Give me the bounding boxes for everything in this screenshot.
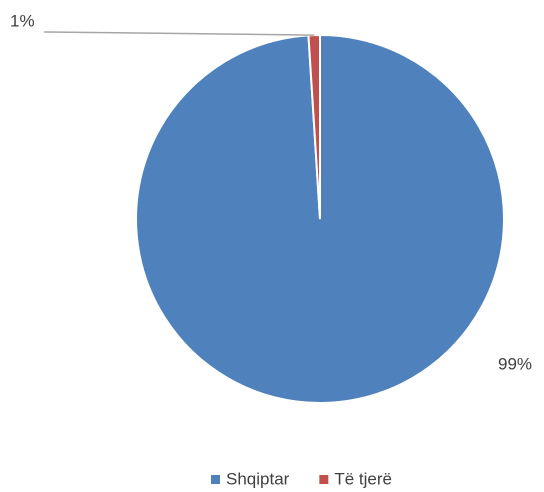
legend-label: Të tjerë <box>334 469 392 488</box>
legend-swatch <box>319 475 329 484</box>
leader-line <box>44 31 315 36</box>
data-label: 1% <box>10 11 35 30</box>
data-label: 99% <box>498 354 532 373</box>
legend-swatch <box>211 475 220 484</box>
legend-label: Shqiptar <box>226 469 290 488</box>
